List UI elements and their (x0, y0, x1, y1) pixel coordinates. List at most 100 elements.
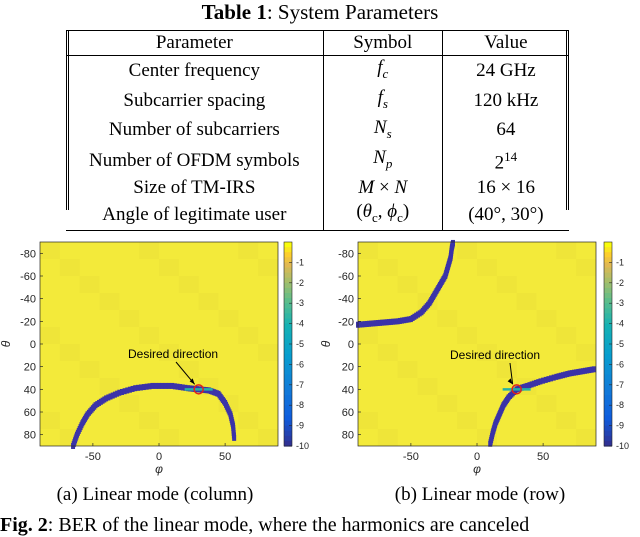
y-tick-label: -20 (338, 316, 354, 328)
curve-mark (122, 388, 127, 395)
curve-mark (112, 391, 117, 398)
curve-mark (585, 367, 590, 374)
curve-mark (175, 383, 180, 390)
colorbar-tick-label: -1 (616, 257, 624, 267)
colorbar-cell (604, 405, 612, 411)
colorbar: -1 -2 -3 -4 -5 -6 -7 -8 -9 -10 (603, 241, 629, 451)
low-ber-curve (356, 239, 455, 328)
colorbar-cell (604, 349, 612, 355)
curve-mark (546, 376, 551, 383)
table-row: Subcarrier spacing fs 120 kHz (66, 85, 569, 116)
colorbar-cell (284, 430, 292, 437)
subcaption-a: (a) Linear mode (column) (56, 484, 254, 505)
curve-mark (141, 384, 146, 391)
curve-mark (404, 316, 409, 323)
curve-mark (157, 382, 161, 389)
curve-mark (538, 378, 543, 385)
table-caption-label: Table 1 (201, 0, 267, 24)
colorbar-cell (604, 247, 612, 253)
cell-value: 214 (441, 145, 569, 176)
colorbar-cell (604, 303, 612, 309)
curve-mark (391, 318, 396, 325)
desired-marker (193, 384, 204, 395)
x-tick-label: -50 (85, 451, 101, 463)
curve-mark (386, 319, 391, 326)
curve-mark (582, 367, 587, 374)
texture-cell (536, 310, 557, 327)
colorbar-tick-label: -2 (616, 278, 624, 288)
curve-mark (567, 370, 572, 377)
colorbar-cell (604, 282, 612, 289)
texture-cell (457, 242, 477, 259)
y-tick-label: -60 (20, 271, 36, 283)
low-ber-curve (488, 366, 596, 447)
curve-mark (110, 392, 115, 399)
texture-cell (40, 242, 60, 259)
texture-cell (139, 327, 159, 344)
y-tick-label: 60 (342, 407, 354, 419)
curve-mark (163, 382, 168, 389)
colorbar-cell (284, 395, 292, 401)
cell-value: 24 GHz (441, 55, 569, 86)
curve-mark (406, 316, 411, 323)
table-caption-text: : System Parameters (266, 0, 439, 24)
y-tick-label: -80 (338, 248, 354, 260)
colorbar-cell (284, 415, 292, 422)
texture-cell (99, 293, 120, 310)
figure-caption: Fig. 2: BER of the linear mode, where th… (0, 514, 640, 537)
colorbar-tick-label: -7 (616, 380, 624, 390)
curve-mark (125, 387, 130, 394)
colorbar-cell (284, 303, 292, 309)
colorbar-cell (604, 395, 612, 401)
texture-cell (556, 242, 577, 259)
texture-cell (358, 412, 378, 429)
colorbar-cell (284, 277, 292, 284)
colorbar-cell (604, 262, 612, 269)
colorbar-cell (604, 298, 612, 304)
colorbar-cell (284, 405, 292, 411)
texture-cell (496, 276, 517, 293)
table-frame-left (66, 30, 69, 210)
texture-cell (516, 293, 537, 310)
curve-mark (525, 382, 530, 389)
curve-mark (382, 319, 387, 326)
curve-mark (130, 385, 135, 392)
curve-mark (183, 384, 188, 391)
curve-mark (150, 382, 155, 389)
colorbar-cell (604, 440, 612, 447)
y-tick-label: 0 (30, 339, 36, 351)
curve-mark (106, 394, 111, 401)
system-parameters-table: Parameter Symbol Value Center frequency … (66, 30, 569, 231)
curve-mark (153, 382, 158, 389)
colorbar-cell (604, 384, 612, 391)
colorbar-cell (604, 364, 612, 371)
colorbar-cell (604, 333, 612, 340)
header-symbol: Symbol (322, 30, 443, 56)
texture-cell (377, 259, 398, 276)
cell-value: 64 (441, 115, 569, 146)
curve-mark (371, 320, 376, 327)
texture-cell (258, 259, 278, 276)
cell-parameter: Subcarrier spacing (123, 89, 266, 111)
texture-cell (556, 327, 577, 344)
x-tick-label: 50 (537, 451, 549, 463)
cell-parameter: Angle of legitimate user (66, 199, 324, 231)
curve-mark (529, 381, 534, 388)
curve-mark (136, 384, 141, 391)
curve-mark (527, 382, 532, 389)
colorbar-cell (284, 252, 292, 258)
colorbar-cell (604, 430, 612, 437)
y-tick-label: -20 (20, 316, 36, 328)
colorbar-cell (284, 287, 292, 294)
colorbar-tick-label: -1 (296, 257, 304, 267)
annotation-arrowhead (189, 378, 195, 385)
texture-cell (159, 429, 179, 446)
colorbar-cell (604, 318, 612, 325)
x-axis-label: φ (155, 462, 163, 476)
colorbar-tick-label: -9 (616, 421, 624, 431)
colorbar-cell (284, 440, 292, 447)
colorbar-tick-label: -3 (296, 298, 304, 308)
texture-cell (238, 327, 259, 344)
colorbar-tick-label: -10 (616, 441, 629, 451)
texture-cell (159, 259, 179, 276)
